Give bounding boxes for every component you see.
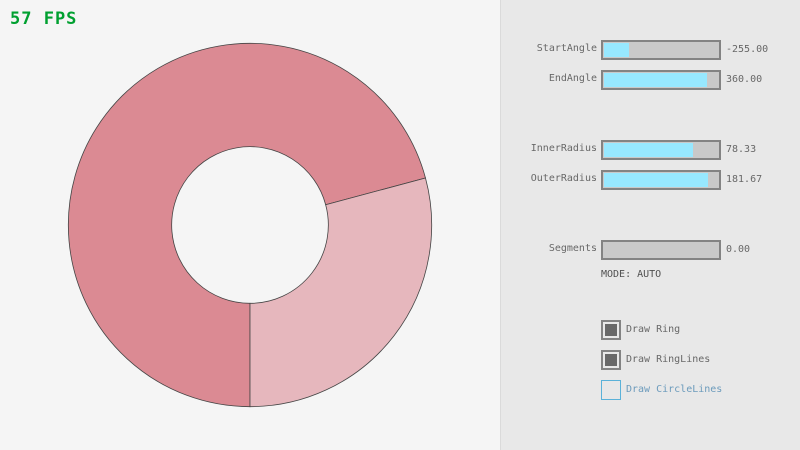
slider-label: StartAngle bbox=[536, 43, 597, 54]
ring-canvas bbox=[67, 42, 433, 408]
slider-track[interactable] bbox=[601, 40, 721, 60]
slider-segments[interactable]: Segments 0.00 bbox=[501, 240, 800, 260]
slider-label: Segments bbox=[548, 243, 597, 254]
checkbox-label: Draw RingLines bbox=[626, 354, 711, 365]
slider-label: InnerRadius bbox=[530, 143, 597, 154]
slider-value: 360.00 bbox=[726, 74, 763, 85]
slider-label: OuterRadius bbox=[530, 173, 597, 184]
slider-value: 181.67 bbox=[726, 174, 763, 185]
checkbox-draw-ring-lines[interactable]: Draw RingLines bbox=[601, 350, 800, 370]
slider-fill bbox=[604, 173, 708, 187]
slider-outer-radius[interactable]: OuterRadius 181.67 bbox=[501, 170, 800, 190]
mode-label: MODE: AUTO bbox=[601, 269, 662, 280]
checkbox-label: Draw CircleLines bbox=[626, 384, 723, 395]
slider-start-angle[interactable]: StartAngle -255.00 bbox=[501, 40, 800, 60]
checkbox-label: Draw Ring bbox=[626, 324, 681, 335]
slider-fill bbox=[604, 73, 707, 87]
slider-track[interactable] bbox=[601, 170, 721, 190]
slider-value: 0.00 bbox=[726, 244, 751, 255]
ring-segment-light bbox=[249, 177, 433, 408]
checkbox-box[interactable] bbox=[601, 380, 621, 400]
slider-value: -255.00 bbox=[726, 44, 769, 55]
checkbox-draw-circle-lines[interactable]: Draw CircleLines bbox=[601, 380, 800, 400]
slider-value: 78.33 bbox=[726, 144, 757, 155]
checkbox-draw-ring[interactable]: Draw Ring bbox=[601, 320, 800, 340]
fps-counter: 57 FPS bbox=[10, 9, 78, 29]
slider-inner-radius[interactable]: InnerRadius 78.33 bbox=[501, 140, 800, 160]
check-mark-icon bbox=[605, 354, 617, 366]
checkbox-box[interactable] bbox=[601, 320, 621, 340]
slider-track[interactable] bbox=[601, 240, 721, 260]
slider-fill bbox=[604, 143, 694, 157]
check-mark-icon bbox=[605, 324, 617, 336]
slider-label: EndAngle bbox=[548, 73, 597, 84]
controls-panel: StartAngle -255.00 EndAngle 360.00 Inner… bbox=[500, 0, 800, 450]
slider-track[interactable] bbox=[601, 140, 721, 160]
slider-fill bbox=[604, 43, 629, 57]
slider-track[interactable] bbox=[601, 70, 721, 90]
slider-end-angle[interactable]: EndAngle 360.00 bbox=[501, 70, 800, 90]
checkbox-box[interactable] bbox=[601, 350, 621, 370]
ring-segment-main bbox=[67, 42, 426, 408]
